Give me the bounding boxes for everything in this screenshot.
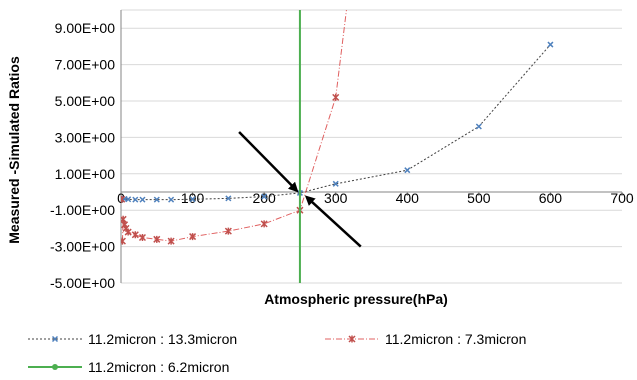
series-7-3micron xyxy=(121,10,347,245)
legend-item: 11.2micron : 13.3micron xyxy=(28,331,237,347)
legend-swatch-marker xyxy=(52,364,58,370)
series-13-3micron-point xyxy=(125,196,132,203)
gridlines xyxy=(121,9,622,284)
legend-label: 11.2micron : 13.3micron xyxy=(88,331,237,347)
y-tick-label: -1.00E+00 xyxy=(50,202,115,218)
y-tick-label: -3.00E+00 xyxy=(50,239,115,255)
legend-label: 11.2micron : 6.2micron xyxy=(88,359,229,375)
series-7-3micron-point xyxy=(189,233,197,241)
series-7-3micron-point xyxy=(121,195,126,203)
x-tick-label: 600 xyxy=(539,190,563,206)
x-tick-label: 500 xyxy=(467,190,491,206)
y-tick-label: 1.00E+00 xyxy=(55,166,116,182)
series-13-3micron-point xyxy=(153,196,160,203)
series-7-3micron-line xyxy=(121,10,347,242)
annotations xyxy=(238,131,362,248)
annotation-arrow xyxy=(304,195,362,248)
x-tick-label: 100 xyxy=(181,190,205,206)
x-axis-title: Atmospheric pressure(hPa) xyxy=(264,291,448,307)
series-7-3micron-point xyxy=(260,220,268,228)
series-13-3micron-line xyxy=(121,44,551,201)
axes xyxy=(120,10,623,283)
y-tick-label: 3.00E+00 xyxy=(55,129,116,145)
series-7-3micron-point xyxy=(121,237,126,245)
y-tick-label: 7.00E+00 xyxy=(55,57,116,73)
y-tick-label: 9.00E+00 xyxy=(55,20,116,36)
series-7-3micron-point xyxy=(332,93,340,101)
tick-labels: -5.00E+00 -3.00E+00 -1.00E+00 1.00E+00 3.00E… xyxy=(50,20,634,291)
x-tick-label: 200 xyxy=(252,190,276,206)
series-13-3micron-point xyxy=(332,180,339,187)
x-tick-label: 400 xyxy=(396,190,420,206)
series-7-3micron-point xyxy=(224,227,232,235)
legend-label: 11.2micron : 7.3micron xyxy=(385,331,526,347)
series-13-3micron-point xyxy=(132,196,139,203)
legend-item: 11.2micron : 6.2micron xyxy=(28,359,229,375)
series-layer xyxy=(121,10,554,283)
series-13-3micron-point xyxy=(139,196,146,203)
legend: 11.2micron : 13.3micron 11.2micron : 7.3m… xyxy=(28,331,526,375)
series-13-3micron-point xyxy=(225,195,232,202)
plot-area xyxy=(121,10,554,283)
series-7-3micron-point xyxy=(124,228,132,236)
x-tick-label: 300 xyxy=(324,190,348,206)
series-7-3micron-point xyxy=(131,231,139,239)
series-13-3micron-point xyxy=(189,196,196,203)
annotation-arrow xyxy=(238,131,299,193)
legend-swatch-marker xyxy=(348,335,356,343)
series-13-3micron-point xyxy=(475,123,482,130)
series-7-3micron-point xyxy=(153,235,161,243)
legend-item: 11.2micron : 7.3micron xyxy=(325,331,526,347)
y-axis-title: Measured -Simulated Ratios xyxy=(6,56,22,244)
series-13-3micron-point xyxy=(404,167,411,174)
y-tick-label: -5.00E+00 xyxy=(50,275,115,291)
y-tick-label: 5.00E+00 xyxy=(55,93,116,109)
series-13-3micron-point xyxy=(261,193,268,200)
series-7-3micron-point xyxy=(167,237,175,245)
series-7-3micron-point xyxy=(138,233,147,242)
series-13-3micron xyxy=(121,41,554,203)
series-13-3micron-point xyxy=(547,41,554,48)
legend-swatch-marker xyxy=(51,335,59,343)
x-tick-label: 700 xyxy=(610,190,634,206)
series-13-3micron-point xyxy=(168,196,175,203)
